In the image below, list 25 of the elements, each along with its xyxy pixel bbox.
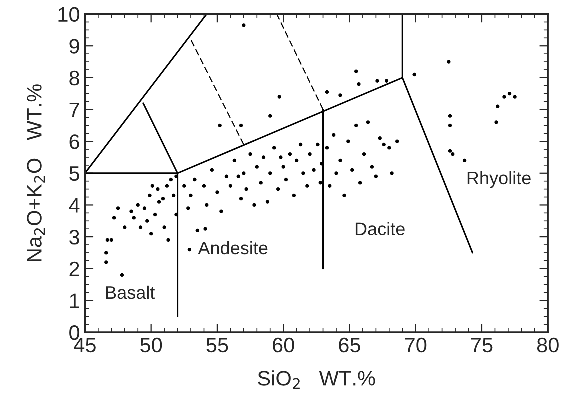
y-tick-label: 6 — [70, 134, 80, 150]
y-tick-label: 0 — [70, 326, 80, 340]
y-tick-label: 1 — [70, 294, 80, 308]
y-tick-label: 3 — [70, 230, 80, 245]
x-tick-label: 65 — [339, 338, 360, 353]
x-tick-label: 70 — [405, 338, 427, 353]
text: SiO$_{2}$ WT.% — [258, 370, 376, 390]
y-tick-label: 2 — [70, 262, 80, 276]
annotation: Rhyolite — [468, 171, 531, 188]
x-tick-label: 55 — [206, 338, 228, 353]
annotation: Dacite — [356, 222, 405, 236]
y-tick-label: 9 — [70, 39, 80, 54]
y-tick-label: 10 — [58, 7, 80, 22]
x-tick-label: 45 — [74, 338, 96, 353]
annotation: Andesite — [198, 241, 268, 255]
y-tick-label: 8 — [70, 70, 80, 86]
y-tick-label: 4 — [69, 198, 80, 213]
x-tick-label: 60 — [273, 338, 294, 353]
y-axis-title: Na$_{2}$O+K$_{2}$O WT.% — [27, 84, 46, 262]
y-tick-label: 5 — [70, 166, 80, 182]
x-tick-label: 50 — [140, 338, 162, 353]
x-tick-label: 80 — [537, 338, 559, 353]
annotation: Basalt — [106, 286, 156, 300]
y-tick-label: 7 — [70, 102, 80, 118]
x-tick-label: 75 — [471, 338, 493, 353]
